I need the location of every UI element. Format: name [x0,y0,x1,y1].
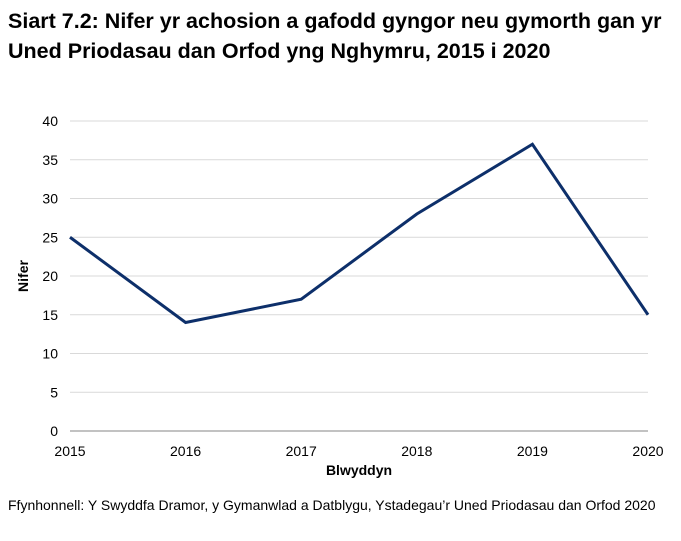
y-tick-label: 10 [42,346,58,362]
y-tick-label: 30 [42,191,58,207]
x-tick-label: 2019 [517,443,548,459]
y-tick-label: 40 [42,113,58,129]
x-tick-label: 2016 [170,443,201,459]
x-axis-label: Blwyddyn [326,462,392,478]
y-axis-label: Nifer [15,260,31,292]
x-tick-label: 2020 [632,443,663,459]
y-tick-label: 35 [42,152,58,168]
x-tick-label: 2017 [286,443,317,459]
x-tick-label: 2015 [54,443,85,459]
source-note: Ffynhonnell: Y Swyddfa Dramor, y Gymanwl… [8,497,656,513]
y-tick-label: 5 [50,384,58,400]
y-tick-label: 15 [42,307,58,323]
y-tick-label: 0 [50,423,58,439]
y-tick-label: 25 [42,229,58,245]
x-tick-label: 2018 [401,443,432,459]
series-line [69,142,650,325]
y-tick-label: 20 [42,268,58,284]
chart-title: Siart 7.2: Nifer yr achosion a gafodd gy… [8,9,662,63]
